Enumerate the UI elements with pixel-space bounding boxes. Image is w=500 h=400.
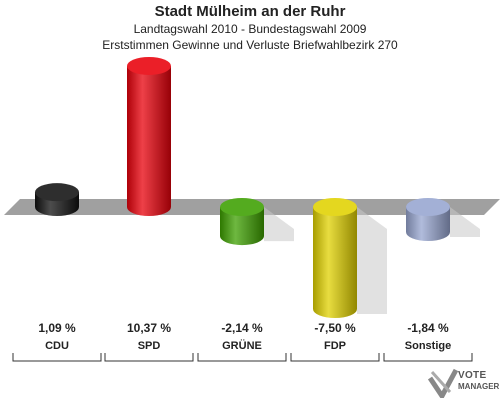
value-label: 1,09 %: [38, 321, 76, 335]
category-bracket: [104, 353, 194, 362]
bar-spd: [127, 56, 171, 216]
bar-gr-ne: [220, 198, 294, 246]
vote-manager-logo-icon: [428, 368, 459, 398]
value-label: -2,14 %: [221, 321, 263, 335]
logo-text-vote: VOTE: [458, 370, 487, 381]
category-label: SPD: [138, 340, 161, 352]
bar-sonstige: [406, 198, 480, 242]
category-bracket: [12, 353, 102, 362]
bar-cdu: [35, 183, 79, 216]
category-label: CDU: [45, 340, 69, 352]
value-label: 10,37 %: [127, 321, 171, 335]
category-bracket: [290, 353, 380, 362]
bar-fdp: [313, 198, 387, 318]
category-bracket: [197, 353, 287, 362]
category-label: GRÜNE: [222, 339, 262, 352]
category-bracket: [383, 353, 473, 362]
category-label: FDP: [324, 340, 346, 352]
category-label: Sonstige: [405, 340, 451, 352]
value-label: -7,50 %: [314, 321, 356, 335]
value-label: -1,84 %: [407, 321, 449, 335]
chart-subtitle-election: Landtagswahl 2010 - Bundestagswahl 2009: [133, 22, 367, 36]
chart-subtitle-district: Erststimmen Gewinne und Verluste Briefwa…: [102, 38, 398, 52]
logo-text-manager: MANAGER: [458, 382, 500, 391]
chart-title: Stadt Mülheim an der Ruhr: [154, 3, 346, 20]
